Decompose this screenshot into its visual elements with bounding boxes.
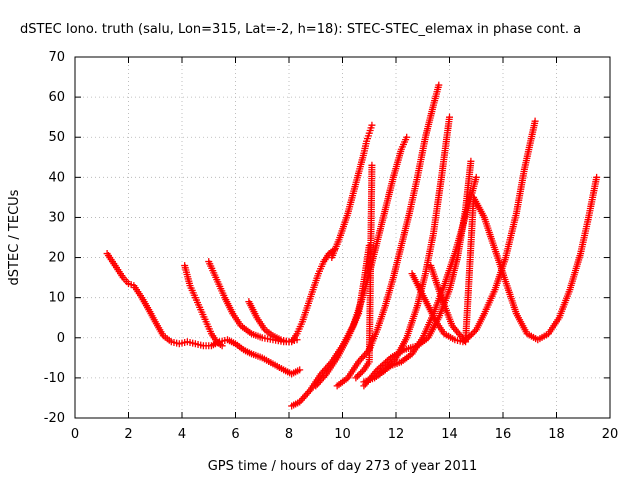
data-point <box>593 173 601 181</box>
trace-marker <box>358 367 366 375</box>
data-point <box>352 374 360 382</box>
data-point <box>218 342 226 350</box>
data-points <box>103 81 601 410</box>
data-point <box>368 121 376 129</box>
x-tick-label: 16 <box>495 427 512 442</box>
trace-marker <box>383 357 391 365</box>
trace-marker <box>357 369 365 377</box>
trace-marker <box>469 329 477 337</box>
data-point <box>467 157 475 165</box>
trace-marker <box>375 364 383 372</box>
x-tick-label: 10 <box>334 427 351 442</box>
series-2 <box>181 262 226 350</box>
y-axis-label: dSTEC / TECUs <box>7 189 22 285</box>
y-tick-label: 20 <box>48 251 65 266</box>
data-point <box>293 336 301 344</box>
data-point <box>446 113 453 121</box>
data-point <box>373 366 381 374</box>
trace-marker <box>471 327 479 335</box>
axis-ticks: 0 2 4 6 8 10 12 14 16 18 20 -20 -10 0 10 20 30 40 50 60 70 <box>44 50 619 442</box>
y-tick-label: 40 <box>48 170 65 185</box>
trace-marker <box>353 372 361 380</box>
x-tick-label: 14 <box>441 427 458 442</box>
y-tick-label: 30 <box>48 210 65 225</box>
data-point <box>472 173 480 181</box>
y-tick-label: -20 <box>44 411 65 426</box>
x-tick-label: 4 <box>178 427 186 442</box>
y-tick-label: 60 <box>48 90 65 105</box>
x-tick-label: 20 <box>602 427 619 442</box>
series-1 <box>103 250 304 378</box>
y-tick-label: 10 <box>48 291 65 306</box>
x-tick-label: 0 <box>71 427 79 442</box>
series-7 <box>328 121 376 262</box>
data-point <box>368 161 376 169</box>
y-tick-label: 50 <box>48 130 65 145</box>
trace-marker <box>355 371 363 379</box>
trace-marker <box>378 361 386 369</box>
y-tick-label: -10 <box>44 371 65 386</box>
data-point <box>296 366 304 374</box>
series-14 <box>427 173 601 346</box>
data-point <box>531 117 539 125</box>
series-3 <box>205 246 338 346</box>
series-9 <box>352 161 376 382</box>
y-tick-label: 70 <box>48 50 65 65</box>
chart-title: dSTEC Iono. truth (salu, Lon=315, Lat=-2… <box>20 22 581 37</box>
series-8 <box>333 81 443 390</box>
trace-marker <box>382 358 390 366</box>
data-point <box>403 133 411 141</box>
series-6 <box>312 242 373 390</box>
x-tick-label: 8 <box>285 427 293 442</box>
trace-marker <box>377 363 385 371</box>
x-tick-label: 6 <box>231 427 239 442</box>
y-tick-label: 0 <box>57 331 65 346</box>
series-11 <box>360 157 475 390</box>
series-13 <box>408 117 539 346</box>
data-point <box>435 81 443 89</box>
trace-marker <box>380 360 388 368</box>
x-tick-label: 2 <box>124 427 132 442</box>
x-tick-label: 18 <box>548 427 565 442</box>
trace-marker <box>466 332 474 340</box>
x-tick-label: 12 <box>388 427 405 442</box>
x-axis-label: GPS time / hours of day 273 of year 2011 <box>208 459 478 474</box>
series-4 <box>245 298 301 346</box>
trace-marker <box>385 355 393 363</box>
